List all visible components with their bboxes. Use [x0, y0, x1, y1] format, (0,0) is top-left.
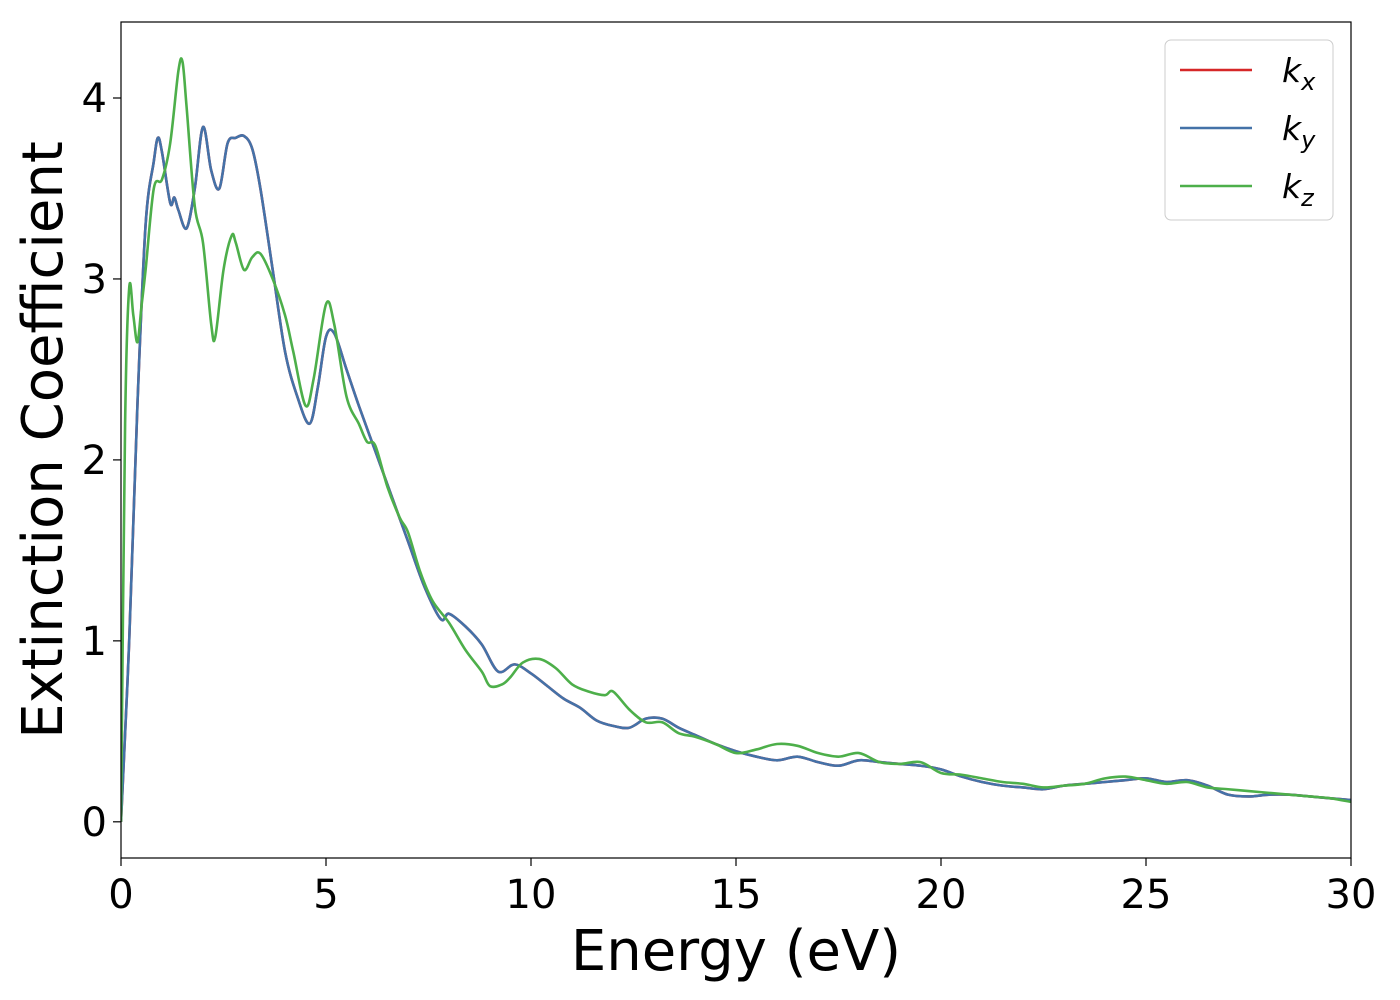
x-tick-label: 15 — [711, 872, 762, 918]
x-tick-label: 10 — [506, 872, 557, 918]
x-tick-label: 0 — [108, 872, 133, 918]
legend-label-x: kx — [1282, 51, 1316, 96]
y-axis-ticks: 0 1 2 3 4 — [82, 76, 121, 846]
x-axis-ticks: 0 5 10 15 20 25 30 — [108, 858, 1376, 918]
y-tick-label: 3 — [82, 257, 107, 303]
legend-label-y: ky — [1282, 109, 1316, 154]
legend-label-subscript: y — [1300, 126, 1316, 154]
y-axis-label: Extinction Coefficient — [11, 141, 76, 739]
series-line-k-x — [121, 125, 1351, 822]
x-tick-label: 20 — [916, 872, 967, 918]
y-tick-label: 2 — [82, 438, 107, 484]
x-axis-label: Energy (eV) — [571, 919, 901, 984]
legend-box — [1164, 39, 1334, 221]
x-tick-label: 25 — [1121, 872, 1172, 918]
x-tick-label: 30 — [1326, 872, 1377, 918]
legend-label-subscript: z — [1300, 184, 1315, 212]
x-tick-label: 5 — [313, 872, 338, 918]
y-tick-label: 1 — [82, 619, 107, 665]
series-layer — [121, 57, 1351, 822]
y-tick-label: 0 — [82, 800, 107, 846]
series-line-k-y — [121, 125, 1351, 822]
legend-label-subscript: x — [1300, 68, 1316, 96]
series-line-k-z — [121, 57, 1351, 822]
y-tick-label: 4 — [82, 76, 107, 122]
